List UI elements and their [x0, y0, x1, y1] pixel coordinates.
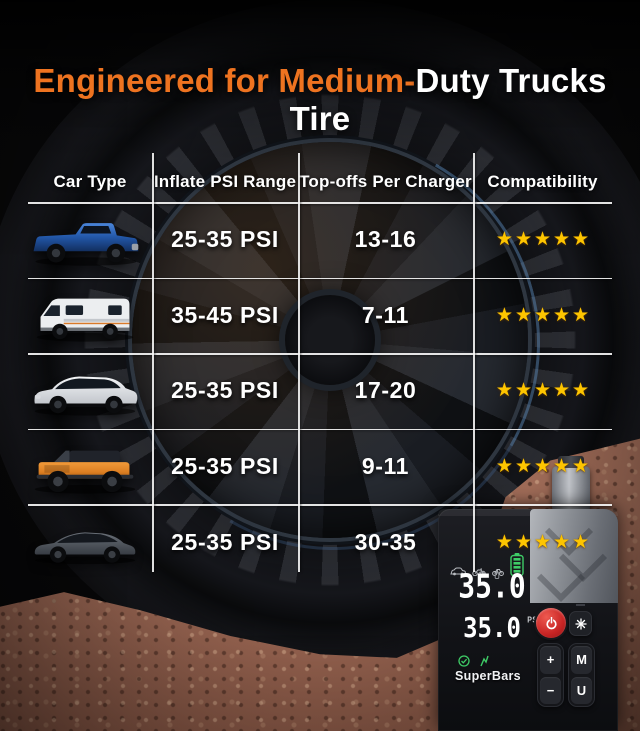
table-row-cell-vehicle: [28, 429, 152, 505]
topoffs-value: 30-35: [354, 528, 417, 555]
power-button: [536, 608, 566, 638]
table-row-cell-vehicle: [28, 504, 152, 580]
psi-range-value: 25-35 PSI: [171, 226, 279, 253]
star-rating: ★★★★★: [495, 229, 592, 251]
table-divider: [28, 428, 612, 431]
rv-camper-image: [36, 298, 134, 342]
pickup-truck-image: [33, 222, 139, 266]
star-rating: ★★★★★: [495, 304, 592, 326]
psi-range-value: 25-35 PSI: [171, 453, 279, 480]
col-header-compatibility: Compatibility: [487, 171, 598, 191]
jeep-image: [34, 450, 136, 494]
table-divider: [28, 277, 612, 280]
table-divider: [28, 202, 612, 204]
check-circle-icon: [458, 655, 470, 667]
minus-button: −: [540, 676, 561, 704]
compatibility-table: Car Type Inflate PSI Range Top-offs Per …: [28, 153, 612, 580]
col-header-car-type: Car Type: [53, 171, 127, 191]
table-row-cell-vehicle: [28, 278, 152, 354]
col-header-topoffs: Top-offs Per Charger: [299, 171, 472, 191]
pressure-adjust-buttons: + −: [537, 643, 564, 707]
pressure-preset: 35.0 PSI: [463, 611, 540, 645]
brand-label: SuperBars: [455, 669, 521, 683]
topoffs-value: 7-11: [361, 301, 410, 328]
mode-button: M: [571, 646, 592, 674]
power-icon: [545, 616, 557, 629]
topoffs-value: 9-11: [361, 453, 410, 480]
col-header-psi-range: Inflate PSI Range: [153, 171, 297, 191]
table-column-divider: [152, 153, 154, 572]
light-button: [569, 604, 592, 636]
title-highlight: Engineered for Medium-: [33, 62, 416, 99]
psi-range-value: 35-45 PSI: [171, 301, 279, 328]
table-row-cell-vehicle: [28, 353, 152, 429]
unit-button: U: [571, 676, 592, 704]
sedan-image: [34, 532, 136, 565]
table-column-divider: [298, 153, 300, 572]
table-column-divider: [473, 153, 475, 572]
page-title: Engineered for Medium-Duty Trucks Tire: [0, 62, 640, 138]
table-divider: [28, 353, 612, 355]
table-row-cell-vehicle: [28, 202, 152, 278]
mode-unit-buttons: M U: [568, 643, 595, 707]
topoffs-value: 13-16: [354, 226, 417, 253]
light-icon: [574, 617, 587, 630]
suv-image: [34, 376, 138, 416]
psi-range-value: 25-35 PSI: [171, 528, 279, 555]
display-status-icons: [458, 655, 489, 667]
star-rating: ★★★★★: [495, 456, 592, 478]
star-rating: ★★★★★: [495, 531, 592, 553]
table-divider: [28, 504, 612, 506]
star-rating: ★★★★★: [495, 380, 592, 402]
psi-range-value: 25-35 PSI: [171, 377, 279, 404]
plus-button: +: [540, 646, 561, 674]
pump-status-icon: [480, 655, 489, 667]
topoffs-value: 17-20: [354, 377, 417, 404]
